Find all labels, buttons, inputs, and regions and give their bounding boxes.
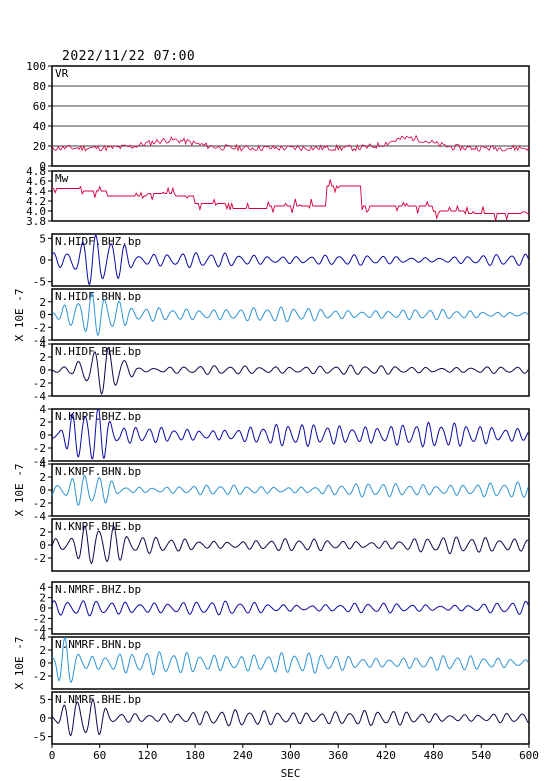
ytick-label-knpf-n: 0	[39, 484, 46, 497]
panel-frame-mw	[51, 170, 530, 222]
ytick-label-nmrf-z: 4	[39, 581, 46, 594]
series-nmrf-e	[51, 699, 529, 737]
ytick-label-hidf-z: 5	[39, 232, 46, 245]
ytick-label-knpf-z: -2	[33, 442, 46, 455]
group-ylabel: X 10E -7	[13, 289, 26, 342]
ytick-label-hidf-n: -2	[33, 321, 46, 334]
ytick-label-nmrf-z: -4	[33, 623, 47, 636]
series-nmrf-n	[52, 636, 529, 684]
ytick-label-hidf-n: 0	[39, 309, 46, 322]
ytick-label-mw: 4.4	[26, 185, 46, 198]
ytick-label-knpf-z: -4	[33, 455, 47, 468]
ytick-label-mw: 4.8	[26, 165, 46, 178]
ytick-label-nmrf-z: 2	[39, 592, 46, 605]
ytick-label-knpf-z: 0	[39, 429, 46, 442]
panel-label-knpf-z: N.KNPF.BHZ.bp	[55, 410, 141, 423]
ytick-label-vr: 0	[39, 160, 46, 173]
ytick-label-knpf-n: -2	[33, 497, 46, 510]
ytick-label-knpf-n: 4	[39, 458, 46, 471]
record-datetime: 2022/11/22 07:00	[62, 49, 196, 64]
panel-label-nmrf-e: N.NMRF.BHE.bp	[55, 693, 141, 706]
ytick-label-knpf-n: 2	[39, 471, 46, 484]
ytick-label-nmrf-n: 0	[39, 657, 46, 670]
ytick-label-mw: 4.6	[26, 175, 46, 188]
xtick-label: 60	[93, 749, 106, 762]
ytick-label-hidf-n: -4	[33, 334, 47, 347]
panel-label-mw: Mw	[55, 172, 69, 185]
series-hidf-n	[51, 292, 529, 337]
panel-frame-vr	[51, 65, 530, 167]
series-nmrf-z	[51, 600, 529, 617]
ytick-label-hidf-n: 2	[39, 296, 46, 309]
ytick-label-knpf-n: -4	[33, 510, 47, 523]
ytick-label-hidf-z: -5	[33, 276, 46, 289]
xtick-label: 120	[137, 749, 157, 762]
ytick-label-knpf-e: 0	[39, 539, 46, 552]
ytick-label-hidf-e: -4	[33, 390, 47, 403]
group-ylabel: X 10E -7	[13, 464, 26, 517]
ytick-label-knpf-e: 2	[39, 526, 46, 539]
panel-label-hidf-z: N.HIDF.BHZ.bp	[55, 235, 141, 248]
ytick-label-hidf-e: 4	[39, 338, 46, 351]
ytick-label-knpf-z: 2	[39, 416, 46, 429]
panel-label-knpf-e: N.KNPF.BHE.bp	[55, 520, 141, 533]
ytick-label-vr: 20	[33, 140, 46, 153]
ytick-label-vr: 60	[33, 100, 46, 113]
xtick-label: 180	[185, 749, 205, 762]
xtick-label: 300	[281, 749, 301, 762]
ytick-label-nmrf-n: 4	[39, 631, 46, 644]
ytick-label-knpf-z: 4	[39, 403, 46, 416]
xtick-label: 0	[49, 749, 56, 762]
x-axis-title: SEC	[281, 767, 301, 780]
xtick-label: 480	[424, 749, 444, 762]
xtick-label: 600	[519, 749, 539, 762]
panel-label-vr: VR	[55, 67, 69, 80]
ytick-label-mw: 4.2	[26, 195, 46, 208]
ytick-label-hidf-e: 2	[39, 351, 46, 364]
ytick-label-hidf-e: 0	[39, 364, 46, 377]
ytick-label-vr: 100	[26, 60, 46, 73]
panel-label-nmrf-n: N.NMRF.BHN.bp	[55, 638, 141, 651]
ytick-label-hidf-z: 0	[39, 254, 46, 267]
series-hidf-z	[51, 234, 529, 286]
ytick-label-nmrf-n: -2	[33, 670, 46, 683]
ytick-label-nmrf-z: 0	[39, 602, 46, 615]
series-knpf-e	[51, 525, 529, 565]
series-knpf-z	[51, 409, 529, 460]
ytick-label-nmrf-e: 5	[39, 693, 46, 706]
xtick-label: 540	[471, 749, 491, 762]
ytick-label-knpf-e: -2	[33, 552, 46, 565]
ytick-label-nmrf-z: -2	[33, 612, 46, 625]
ytick-label-vr: 40	[33, 120, 46, 133]
xtick-label: 420	[376, 749, 396, 762]
series-hidf-e	[51, 346, 529, 395]
series-vr	[51, 134, 530, 152]
group-ylabel: X 10E -7	[13, 637, 26, 690]
ytick-label-nmrf-e: 0	[39, 712, 46, 725]
ytick-label-nmrf-e: -5	[33, 731, 46, 744]
ytick-label-nmrf-n: 2	[39, 644, 46, 657]
panel-label-knpf-n: N.KNPF.BHN.bp	[55, 465, 141, 478]
ytick-label-mw: 3.8	[26, 215, 46, 228]
ytick-label-mw: 4.0	[26, 205, 46, 218]
panel-label-hidf-e: N.HIDF.BHE.bp	[55, 345, 141, 358]
panel-label-nmrf-z: N.NMRF.BHZ.bp	[55, 583, 141, 596]
xtick-label: 360	[328, 749, 348, 762]
ytick-label-vr: 80	[33, 80, 46, 93]
panel-label-hidf-n: N.HIDF.BHN.bp	[55, 290, 141, 303]
xtick-label: 240	[233, 749, 253, 762]
ytick-label-hidf-e: -2	[33, 377, 46, 390]
series-mw	[52, 179, 529, 221]
series-knpf-n	[51, 474, 529, 506]
